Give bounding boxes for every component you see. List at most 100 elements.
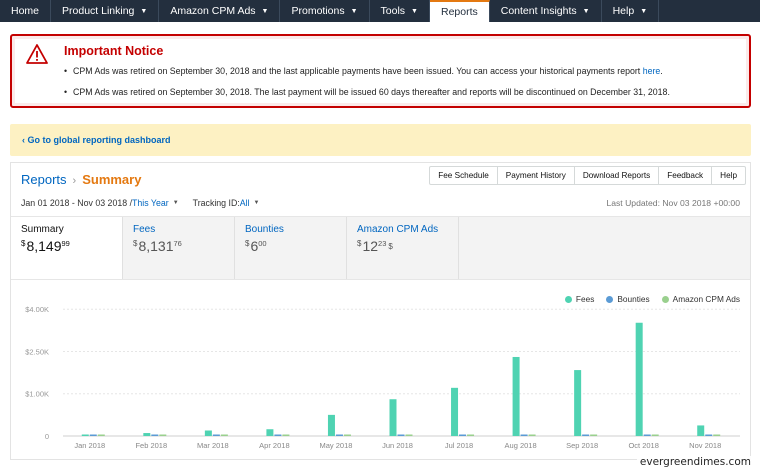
nav-item-content-insights[interactable]: Content Insights ▼ (490, 0, 602, 22)
bar-bounties[interactable] (151, 434, 159, 437)
tab-amazon-cpm-ads[interactable]: Amazon CPM Ads $12 23 $ (347, 217, 459, 279)
bar-fees[interactable] (635, 322, 643, 436)
legend-item[interactable]: Bounties (606, 294, 650, 304)
payment-history-button[interactable]: Payment History (496, 166, 575, 185)
bar-bounties[interactable] (705, 434, 713, 437)
value-cents: 99 (61, 239, 70, 248)
bar-fees[interactable] (327, 414, 335, 436)
bar-fees[interactable] (266, 429, 274, 436)
tab-summary[interactable]: Summary $8,149 99 (11, 217, 123, 279)
x-tick-label: Jul 2018 (445, 441, 473, 450)
notice-line1-text: CPM Ads was retired on September 30, 201… (73, 66, 643, 76)
nav-item-product-linking[interactable]: Product Linking ▼ (51, 0, 160, 22)
bar-fees[interactable] (451, 387, 459, 436)
bar-bounties[interactable] (520, 434, 528, 437)
bar-amazon-cpm-ads[interactable] (220, 434, 228, 437)
tab-bounties-label: Bounties (245, 224, 284, 235)
bar-amazon-cpm-ads[interactable] (528, 434, 536, 437)
bar-fees[interactable] (574, 370, 582, 436)
report-filters: Jan 01 2018 - Nov 03 2018 / This Year ▼ … (21, 198, 260, 208)
y-tick-label: 0 (45, 432, 49, 441)
report-toolbar: Fee Schedule Payment History Download Re… (429, 166, 746, 185)
bar-fees[interactable] (389, 399, 397, 436)
bar-bounties[interactable] (397, 434, 405, 437)
bar-bounties[interactable] (212, 434, 220, 437)
global-dashboard-banner: ‹ Go to global reporting dashboard (10, 124, 751, 156)
bar-amazon-cpm-ads[interactable] (282, 434, 290, 437)
nav-item-tools[interactable]: Tools ▼ (370, 0, 430, 22)
notice-title: Important Notice (64, 44, 164, 58)
x-tick-label: Apr 2018 (259, 441, 289, 450)
bar-bounties[interactable] (459, 434, 467, 437)
bar-fees[interactable] (143, 433, 151, 436)
nav-item-label: Help (612, 5, 635, 17)
tracking-id-dropdown[interactable]: All (239, 198, 250, 208)
bar-amazon-cpm-ads[interactable] (159, 434, 167, 437)
chevron-down-icon: ▼ (140, 7, 148, 15)
nav-item-promotions[interactable]: Promotions ▼ (280, 0, 370, 22)
bar-fees[interactable] (512, 356, 520, 436)
help-button[interactable]: Help (711, 166, 746, 185)
tab-fees[interactable]: Fees $8,131 76 (123, 217, 235, 279)
breadcrumb-separator: › (72, 175, 77, 187)
bar-bounties[interactable] (643, 434, 651, 437)
legend-label: Fees (575, 294, 595, 304)
bar-fees[interactable] (697, 425, 705, 436)
bar-amazon-cpm-ads[interactable] (97, 434, 105, 437)
x-tick-label: May 2018 (319, 441, 352, 450)
bar-bounties[interactable] (89, 434, 97, 437)
y-tick-label: $4.00K (25, 305, 49, 314)
bar-amazon-cpm-ads[interactable] (651, 434, 659, 437)
tracking-id-label: Tracking ID: (192, 198, 240, 208)
bar-amazon-cpm-ads[interactable] (713, 434, 721, 437)
tab-fees-label: Fees (133, 224, 156, 235)
breadcrumb: Reports › Summary (21, 172, 141, 187)
value-cents: 76 (173, 239, 182, 248)
bar-bounties[interactable] (274, 434, 282, 437)
bar-amazon-cpm-ads[interactable] (590, 434, 598, 437)
legend-swatch (606, 295, 614, 303)
bar-fees[interactable] (81, 434, 89, 437)
chevron-down-icon[interactable]: ▼ (253, 200, 260, 206)
chevron-down-icon[interactable]: ▼ (172, 200, 179, 206)
feedback-button[interactable]: Feedback (658, 166, 713, 185)
nav-item-reports[interactable]: Reports (429, 0, 490, 22)
chevron-down-icon: ▼ (640, 7, 648, 15)
nav-item-help[interactable]: Help ▼ (602, 0, 660, 22)
bar-amazon-cpm-ads[interactable] (467, 434, 475, 437)
nav-item-label: Amazon CPM Ads (170, 5, 256, 17)
bar-amazon-cpm-ads[interactable] (405, 434, 413, 437)
nav-item-label: Tools (380, 5, 406, 17)
breadcrumb-summary: Summary (82, 172, 142, 187)
x-tick-label: Aug 2018 (505, 441, 537, 450)
nav-item-home[interactable]: Home (0, 0, 52, 22)
x-tick-label: Jan 2018 (74, 441, 105, 450)
watermark: evergreendimes.com (636, 456, 754, 468)
tab-cpm-value: $12 23 $ (357, 238, 448, 254)
currency-symbol: $ (21, 239, 26, 248)
reports-card: Reports › Summary Fee Schedule Payment His… (10, 162, 751, 460)
legend-swatch (661, 295, 669, 303)
fee-schedule-button[interactable]: Fee Schedule (429, 166, 498, 185)
x-tick-label: Mar 2018 (197, 441, 229, 450)
nav-item-amazon-cpm-ads[interactable]: Amazon CPM Ads ▼ (159, 0, 281, 22)
breadcrumb-reports[interactable]: Reports (21, 172, 67, 187)
bar-chart: $4.00K $2.50K $1.00K 0 Jan 2018 Feb 2018 Mar 2… (25, 305, 740, 450)
period-dropdown[interactable]: This Year (132, 198, 169, 208)
bar-bounties[interactable] (582, 434, 590, 437)
tab-summary-label: Summary (21, 224, 64, 235)
global-dashboard-link[interactable]: ‹ Go to global reporting dashboard (22, 135, 171, 145)
legend-label: Amazon CPM Ads (672, 294, 740, 304)
bar-bounties[interactable] (335, 434, 343, 437)
bar-fees[interactable] (204, 430, 212, 436)
bar-amazon-cpm-ads[interactable] (343, 434, 351, 437)
legend-item[interactable]: Amazon CPM Ads (661, 294, 740, 304)
payments-report-link[interactable]: here (642, 66, 661, 76)
tabs-filler (459, 217, 750, 279)
download-reports-button[interactable]: Download Reports (573, 166, 660, 185)
x-tick-label: Jun 2018 (382, 441, 413, 450)
tab-bounties[interactable]: Bounties $6 00 (235, 217, 347, 279)
value-whole: 12 (362, 238, 379, 254)
notice-item: CPM Ads was retired on September 30, 201… (64, 65, 737, 77)
legend-item[interactable]: Fees (564, 294, 595, 304)
